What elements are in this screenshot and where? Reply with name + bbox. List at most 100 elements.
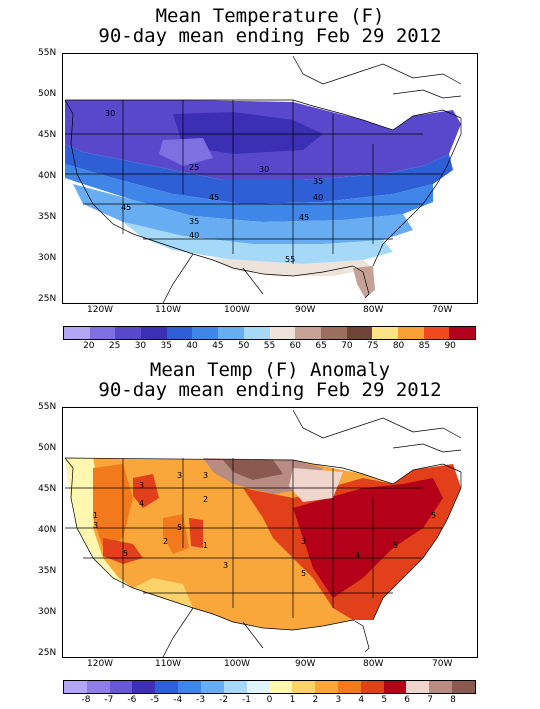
colorbar-label: 35 (160, 341, 172, 351)
colorbar-label: -8 (81, 695, 91, 705)
colorbar-label: 6 (404, 695, 411, 705)
colorbar-label: 55 (263, 341, 276, 351)
map2-title: Mean Temp (F) Anomaly (149, 359, 391, 381)
contour-label: 40 (313, 193, 323, 202)
lat-label: 35N (38, 212, 57, 222)
lon-label: 110W (155, 659, 182, 669)
colorbar-label: 4 (358, 695, 365, 705)
contour-label: 25 (189, 163, 199, 172)
lon-label: 100W (224, 659, 251, 669)
colorbar-label: 90 (444, 341, 456, 351)
colorbar-label: 85 (418, 341, 431, 351)
contour-label: 35 (313, 177, 323, 186)
lon-label: 110W (155, 305, 182, 315)
colorbar-label: -1 (242, 695, 252, 705)
contour-label: 2 (163, 537, 168, 546)
lon-label: 70W (432, 659, 453, 669)
colorbar-label: 65 (315, 341, 327, 351)
lat-label: 50N (38, 443, 57, 453)
lat-label: 45N (38, 484, 57, 494)
colorbar-label: 5 (381, 695, 388, 705)
colorbar-swatch (269, 681, 293, 693)
map1-contour-labels: 30 25 30 35 40 45 45 35 40 45 55 (105, 109, 323, 264)
contour-label: 55 (285, 255, 295, 264)
colorbar-label: 1 (289, 695, 296, 705)
colorbar-swatch (109, 681, 133, 693)
lon-label: 70W (432, 305, 453, 315)
colorbar-swatch (141, 327, 167, 339)
lon-label: 80W (363, 659, 384, 669)
contour-label: 1 (203, 541, 208, 550)
colorbar-swatch (397, 327, 424, 339)
map2-subtitle: 90-day mean ending Feb 29 2012 (98, 379, 442, 401)
colorbar-swatch (269, 327, 296, 339)
contour-label: 4 (139, 499, 144, 508)
colorbar-swatch (337, 681, 361, 693)
lat-label: 55N (38, 48, 57, 58)
colorbar-swatch (64, 327, 90, 339)
lat-label: 45N (38, 130, 57, 140)
colorbar-label: 0 (266, 695, 273, 705)
colorbar-swatch (346, 327, 373, 339)
colorbar-swatch (295, 327, 321, 339)
colorbar-swatch (429, 681, 453, 693)
colorbar-swatch (132, 681, 156, 693)
colorbar-swatch (155, 681, 179, 693)
colorbar-swatch (423, 327, 450, 339)
contour-label: 3 (177, 471, 182, 480)
map2-panel: 3 3 3 2 4 1 5 3 2 1 3 5 5 4 5 3 5 (62, 407, 478, 658)
lat-label: 40N (38, 525, 57, 535)
contour-label: 5 (123, 549, 128, 558)
lon-label: 90W (295, 305, 316, 315)
map2-colorbar (63, 680, 476, 694)
contour-label: 3 (139, 481, 144, 490)
colorbar-swatch (315, 681, 338, 693)
map2-anomaly-fill (65, 458, 461, 630)
colorbar-label: 20 (83, 341, 95, 351)
contour-label: 30 (105, 109, 115, 118)
colorbar-label: -3 (196, 695, 206, 705)
colorbar-label: 60 (289, 341, 302, 351)
colorbar-swatch (292, 681, 316, 693)
colorbar-swatch (86, 681, 110, 693)
colorbar-label: -5 (150, 695, 160, 705)
colorbar-label: 8 (450, 695, 456, 705)
colorbar-label: 7 (427, 695, 433, 705)
contour-label: 4 (355, 551, 360, 560)
contour-label: 5 (301, 569, 306, 578)
lat-label: 30N (38, 607, 57, 617)
colorbar-label: 45 (212, 341, 224, 351)
colorbar-swatch (64, 681, 87, 693)
map2-contour-labels: 3 3 3 2 4 1 5 3 2 1 3 5 5 4 5 3 5 (93, 471, 436, 578)
lat-label: 25N (38, 648, 57, 658)
map2-borders (64, 409, 462, 657)
colorbar-swatch (406, 681, 430, 693)
contour-label: 45 (209, 193, 219, 202)
contour-label: 30 (259, 165, 269, 174)
colorbar-label: 40 (186, 341, 198, 351)
contour-label: 45 (299, 213, 309, 222)
map1-colorbar (63, 326, 476, 340)
lon-label: 100W (224, 305, 251, 315)
lat-label: 25N (38, 294, 57, 304)
colorbar-swatch (115, 327, 142, 339)
colorbar-swatch (89, 327, 116, 339)
lat-label: 50N (38, 89, 57, 99)
lat-label: 55N (38, 402, 57, 412)
contour-label: 5 (431, 511, 436, 520)
colorbar-swatch (166, 327, 193, 339)
contour-label: 3 (93, 521, 98, 530)
map1-subtitle: 90-day mean ending Feb 29 2012 (98, 25, 442, 47)
colorbar-swatch (360, 681, 384, 693)
colorbar-swatch (246, 681, 270, 693)
colorbar-label: 25 (108, 341, 121, 351)
contour-label: 3 (301, 537, 306, 546)
colorbar-label: -4 (173, 695, 183, 705)
colorbar-swatch (243, 327, 270, 339)
map2-svg: 3 3 3 2 4 1 5 3 2 1 3 5 5 4 5 3 5 (64, 409, 462, 657)
colorbar-label: 50 (237, 341, 250, 351)
contour-label: 1 (93, 511, 98, 520)
contour-label: 45 (121, 203, 131, 212)
contour-label: 3 (203, 471, 208, 480)
contour-label: 5 (393, 541, 398, 550)
